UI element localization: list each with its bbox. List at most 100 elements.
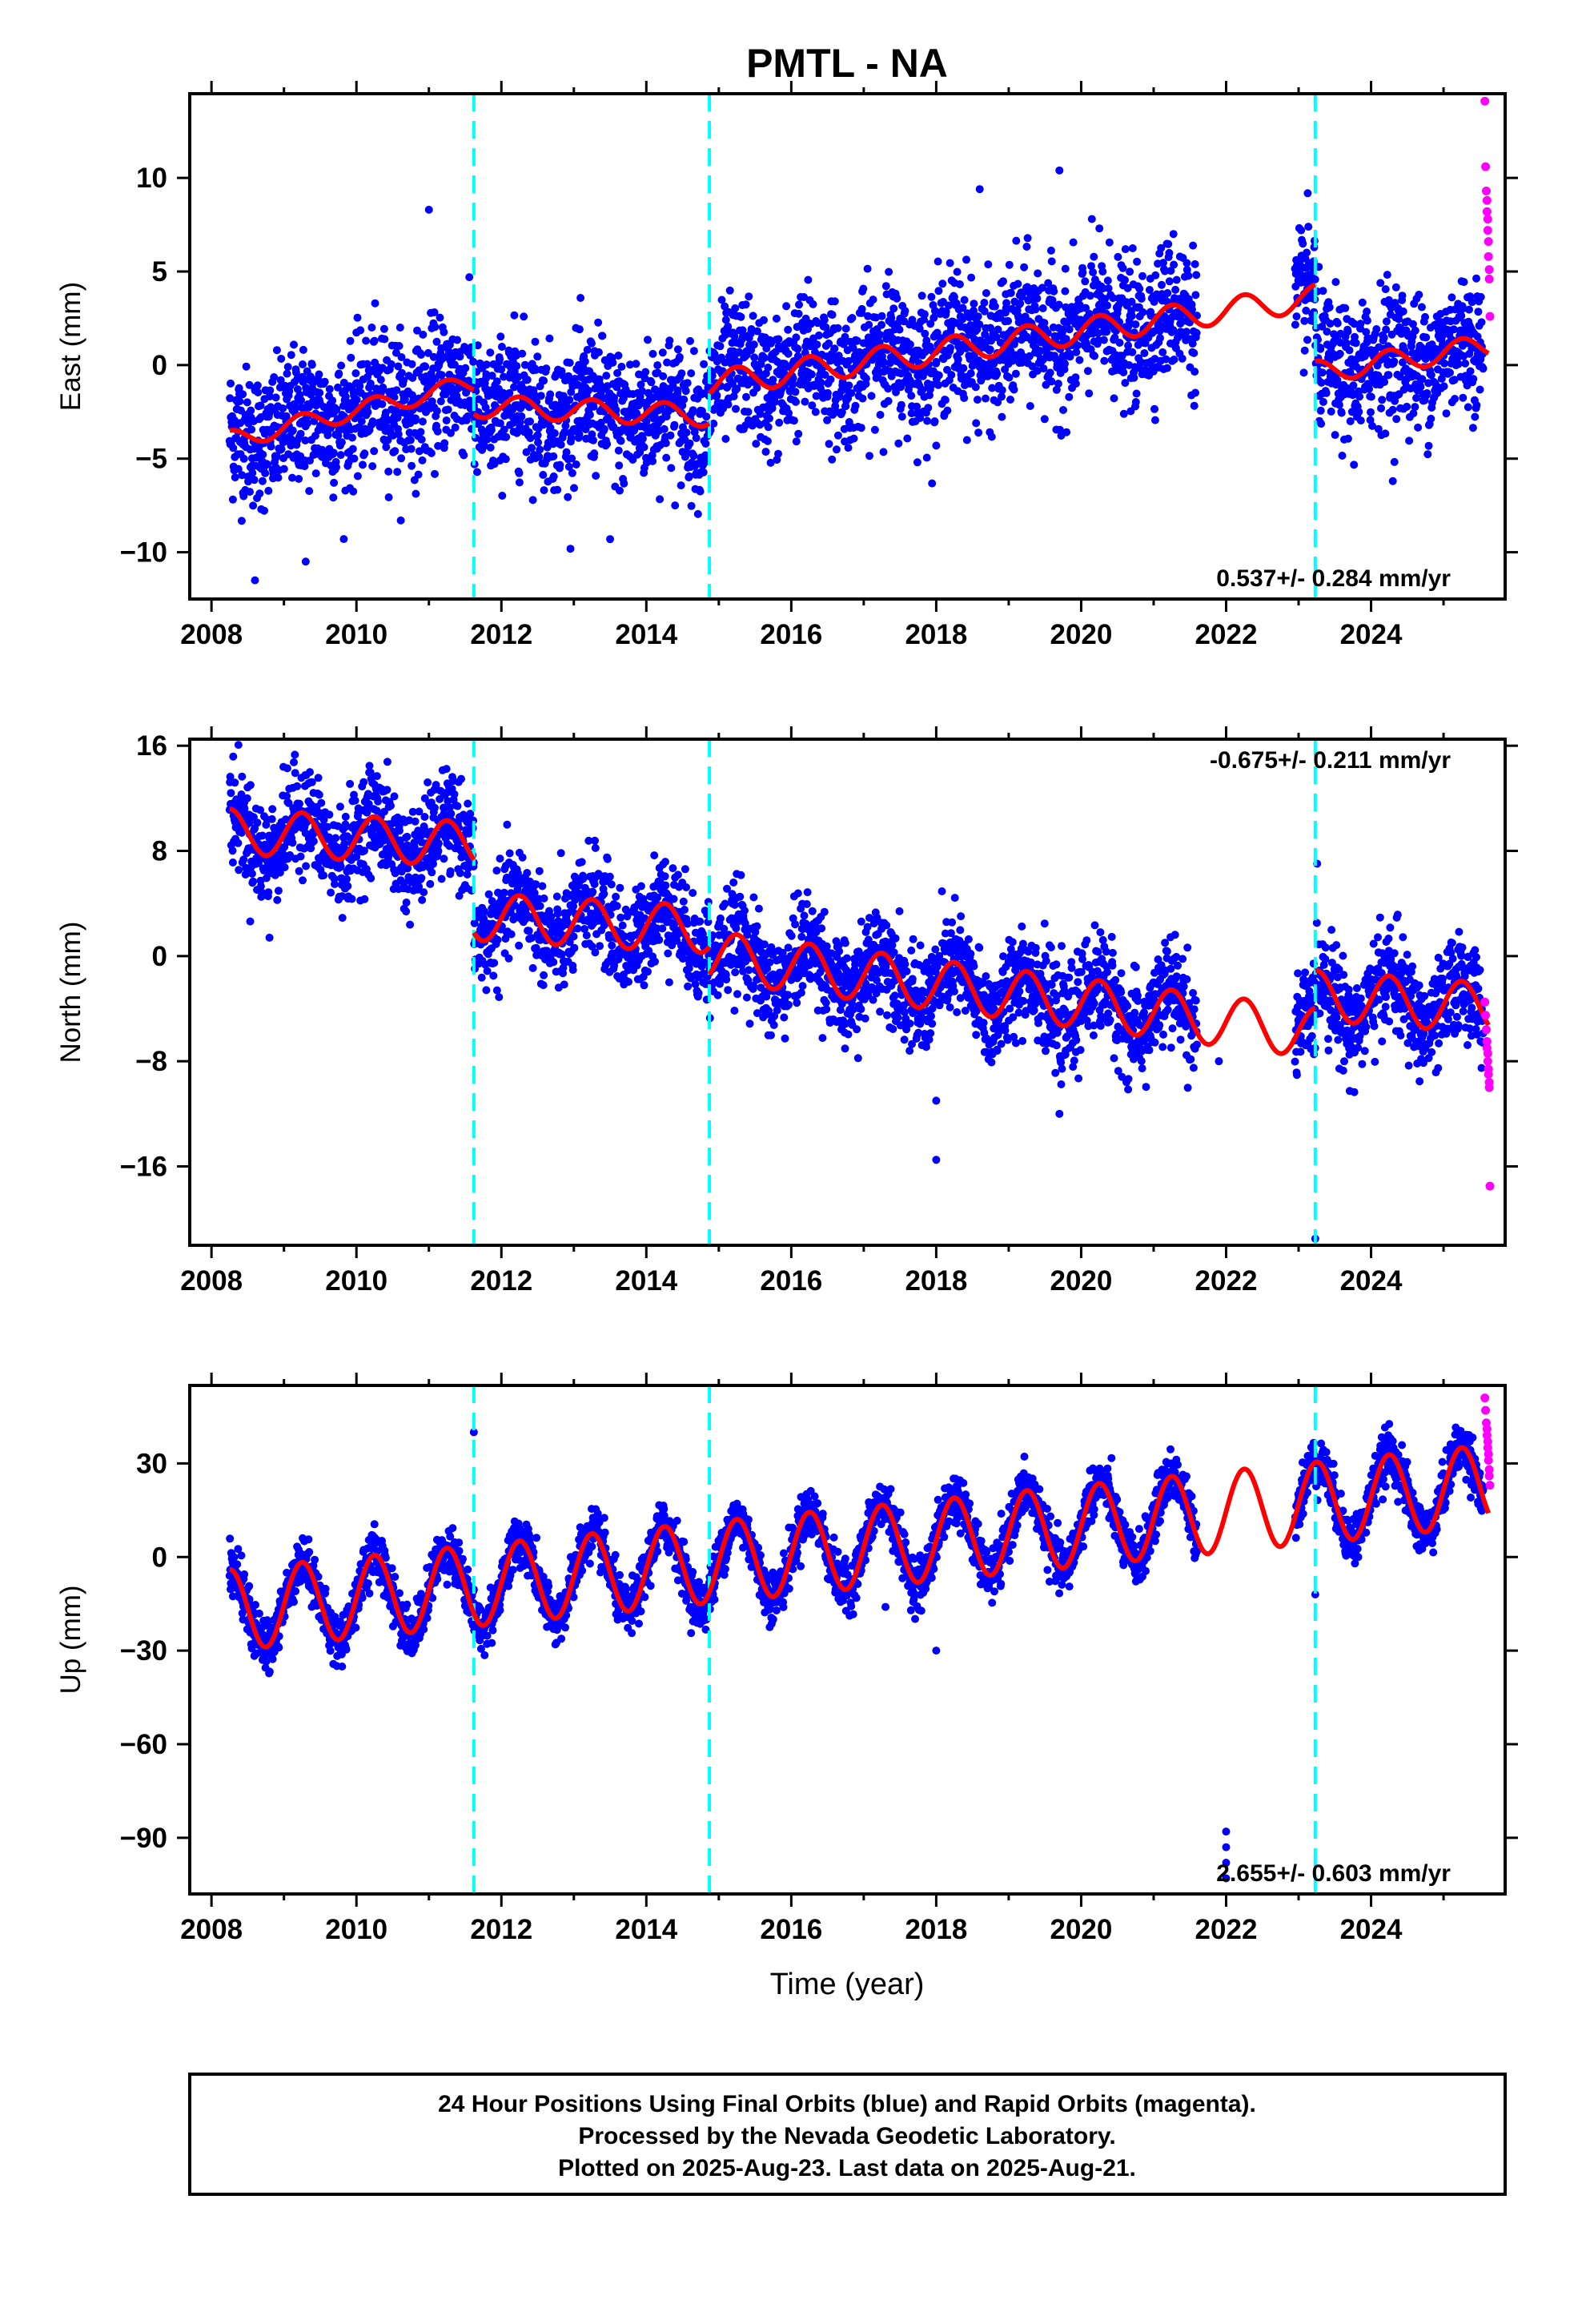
figure-title: PMTL - NA (746, 41, 948, 86)
final-orbit-point (784, 349, 793, 358)
final-orbit-point (685, 472, 693, 480)
final-orbit-point (1085, 389, 1094, 398)
final-orbit-point (553, 485, 562, 494)
final-orbit-point (1140, 349, 1149, 357)
final-orbit-point (1341, 304, 1350, 312)
final-orbit-point (526, 434, 535, 443)
final-orbit-point (473, 341, 482, 350)
final-orbit-point (536, 445, 544, 454)
final-orbit-point (433, 427, 442, 436)
final-orbit-point (315, 370, 323, 379)
final-orbit-point (614, 446, 623, 455)
final-orbit-point (238, 772, 247, 781)
final-orbit-point (301, 436, 310, 444)
final-orbit-point (1472, 401, 1481, 409)
final-orbit-point (1337, 408, 1346, 417)
final-orbit-point (732, 404, 740, 413)
final-orbit-point (228, 495, 237, 504)
final-orbit-point (1442, 409, 1451, 418)
final-orbit-point (559, 392, 568, 400)
final-orbit-point (255, 489, 264, 498)
final-orbit-point (828, 311, 837, 320)
final-orbit-point (402, 907, 411, 916)
final-orbit-point (710, 350, 719, 358)
final-orbit-point (600, 890, 608, 899)
final-orbit-point (603, 854, 612, 863)
final-orbit-point (1158, 280, 1166, 289)
final-orbit-point (1398, 292, 1407, 300)
final-orbit-point (738, 326, 747, 335)
final-orbit-point (1423, 450, 1432, 459)
final-orbit-point (617, 362, 626, 371)
final-orbit-point (592, 472, 600, 480)
final-orbit-point (397, 454, 406, 463)
final-orbit-point (424, 348, 432, 357)
final-orbit-point (795, 300, 803, 309)
final-orbit-point (348, 433, 356, 442)
final-orbit-point (540, 376, 548, 385)
final-orbit-point (1090, 252, 1098, 261)
final-orbit-point (227, 379, 235, 388)
final-orbit-point (775, 418, 784, 427)
final-orbit-point (440, 439, 449, 448)
final-orbit-point (974, 428, 983, 437)
final-orbit-point (580, 357, 589, 366)
final-orbit-point (670, 420, 679, 429)
final-orbit-point (1465, 305, 1473, 314)
final-orbit-point (420, 813, 429, 821)
final-orbit-point (589, 402, 598, 411)
final-orbit-point (549, 958, 558, 967)
final-orbit-point (1403, 402, 1411, 411)
final-orbit-point (493, 935, 502, 944)
final-orbit-point (943, 406, 952, 415)
final-orbit-point (953, 267, 962, 276)
y-tick-label: 5 (152, 256, 167, 287)
final-orbit-point (556, 849, 565, 858)
final-orbit-point (1046, 246, 1055, 255)
final-orbit-point (644, 336, 652, 344)
final-orbit-point (750, 353, 759, 362)
final-orbit-point (600, 424, 608, 433)
final-orbit-point (941, 396, 950, 404)
final-orbit-point (632, 360, 640, 368)
final-orbit-point (274, 887, 283, 895)
final-orbit-point (300, 462, 309, 471)
final-orbit-point (1104, 284, 1113, 292)
final-orbit-point (687, 369, 696, 378)
final-orbit-point (648, 349, 657, 358)
final-orbit-point (1156, 334, 1164, 343)
rapid-orbit-point (1481, 187, 1491, 196)
final-orbit-point (246, 781, 255, 790)
final-orbit-point (1468, 424, 1477, 432)
final-orbit-point (1127, 312, 1136, 320)
final-orbit-point (288, 426, 297, 435)
x-tick-label: 2016 (760, 619, 822, 650)
final-orbit-point (620, 479, 628, 488)
final-orbit-point (1390, 357, 1399, 366)
final-orbit-point (927, 292, 936, 301)
final-orbit-point (830, 344, 839, 353)
final-orbit-point (677, 481, 685, 490)
final-orbit-point (1472, 274, 1480, 283)
final-orbit-point (403, 832, 412, 841)
x-tick-label: 2008 (180, 619, 243, 650)
final-orbit-point (1363, 308, 1371, 316)
final-orbit-point (498, 492, 507, 500)
final-orbit-point (1355, 408, 1363, 416)
final-orbit-point (959, 364, 968, 372)
final-orbit-point (259, 450, 267, 459)
final-orbit-point (272, 452, 281, 460)
final-orbit-point (381, 408, 390, 417)
final-orbit-point (367, 324, 376, 332)
final-orbit-point (264, 486, 273, 495)
final-orbit-point (261, 468, 270, 477)
final-orbit-point (1150, 416, 1159, 424)
final-orbit-point (1073, 341, 1082, 350)
final-orbit-point (881, 282, 890, 291)
final-orbit-point (453, 336, 462, 344)
final-orbit-point (1164, 239, 1173, 248)
final-orbit-point (1476, 292, 1485, 301)
final-orbit-point (442, 416, 451, 424)
final-orbit-point (273, 895, 282, 904)
final-orbit-point (523, 869, 532, 877)
